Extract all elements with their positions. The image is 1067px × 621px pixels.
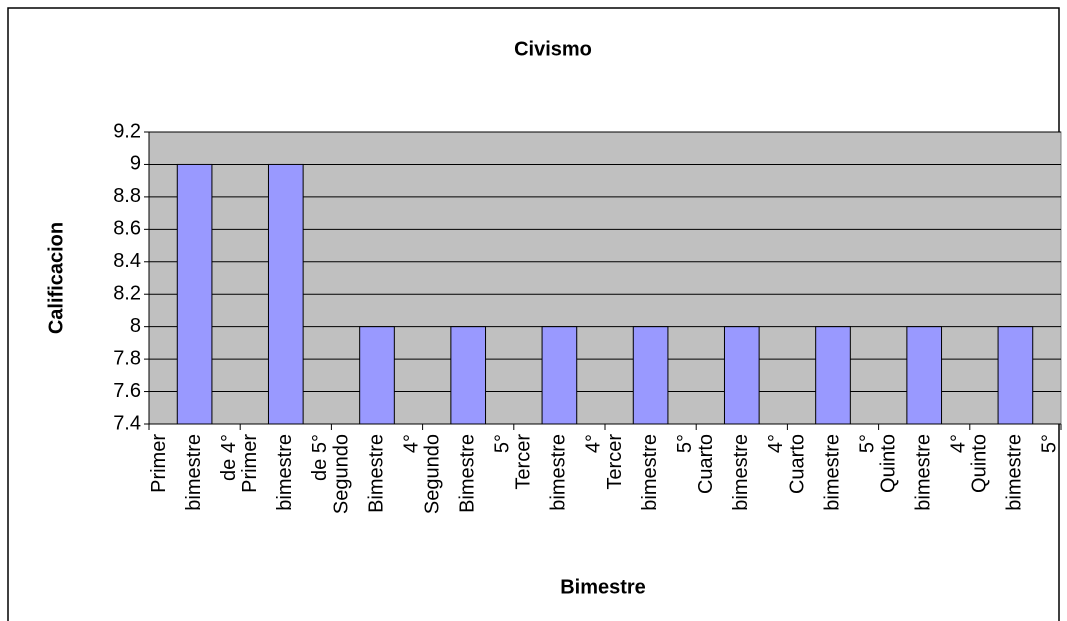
y-tick-label: 8.8	[113, 185, 141, 207]
y-tick-label: 7.4	[113, 412, 141, 434]
x-tick-label: bimestre	[183, 434, 205, 511]
x-tick-label: Quinto	[877, 434, 899, 493]
x-axis-title: Bimestre	[560, 576, 646, 598]
bar	[632, 326, 669, 425]
bar	[541, 326, 578, 425]
y-tick-label: 7.8	[113, 347, 141, 369]
x-tick-label: de 5°	[309, 434, 331, 481]
y-tick-label: 8.2	[113, 283, 141, 305]
y-tick-label: 9	[130, 153, 141, 175]
x-tick-label: Tercer	[513, 434, 535, 490]
x-tick-label: 4°	[400, 434, 422, 453]
bar	[906, 326, 943, 425]
y-tick-label: 8.4	[113, 250, 141, 272]
y-tick-label: 8	[130, 315, 141, 337]
y-tick-label: 8.6	[113, 218, 141, 240]
x-tick-label: bimestre	[1004, 434, 1026, 511]
bar	[815, 326, 851, 425]
chart-title: Civismo	[514, 38, 592, 60]
bar	[723, 326, 760, 425]
x-tick-label: 5°	[856, 434, 878, 453]
x-tick-label: 5°	[674, 434, 696, 453]
x-tick-label: 5°	[1039, 434, 1061, 453]
x-tick-label: bimestre	[274, 434, 296, 511]
x-tick-label: bimestre	[548, 434, 570, 511]
bar	[176, 163, 213, 425]
x-tick-label: 4°	[583, 434, 605, 453]
x-tick-label: 4°	[765, 434, 787, 453]
x-tick-label: Bimestre	[365, 434, 387, 513]
x-tick-label: Primer	[239, 434, 261, 493]
x-tick-label: Cuarto	[786, 434, 808, 494]
y-tick-label: 9.2	[113, 120, 141, 142]
y-axis-title: Calificacion	[45, 222, 67, 334]
x-tick-label: Segundo	[330, 434, 352, 514]
x-tick-label: Quinto	[969, 434, 991, 493]
x-tick-label: Segundo	[421, 434, 443, 514]
x-tick-label: Primer	[148, 434, 170, 493]
x-tick-label: Bimestre	[456, 434, 478, 513]
bar	[359, 326, 395, 425]
x-tick-label: 5°	[491, 434, 513, 453]
bar	[450, 326, 487, 425]
x-tick-label: bimestre	[730, 434, 752, 511]
y-tick-label: 7.6	[113, 380, 141, 402]
x-tick-label: 4°	[947, 434, 969, 453]
bar	[267, 163, 304, 425]
x-tick-label: bimestre	[821, 434, 843, 511]
x-tick-label: Tercer	[604, 434, 626, 490]
x-tick-label: bimestre	[639, 434, 661, 511]
x-tick-label: de 4°	[218, 434, 240, 481]
x-tick-label: bimestre	[912, 434, 934, 511]
x-tick-label: Cuarto	[695, 434, 717, 494]
bar	[997, 326, 1034, 425]
